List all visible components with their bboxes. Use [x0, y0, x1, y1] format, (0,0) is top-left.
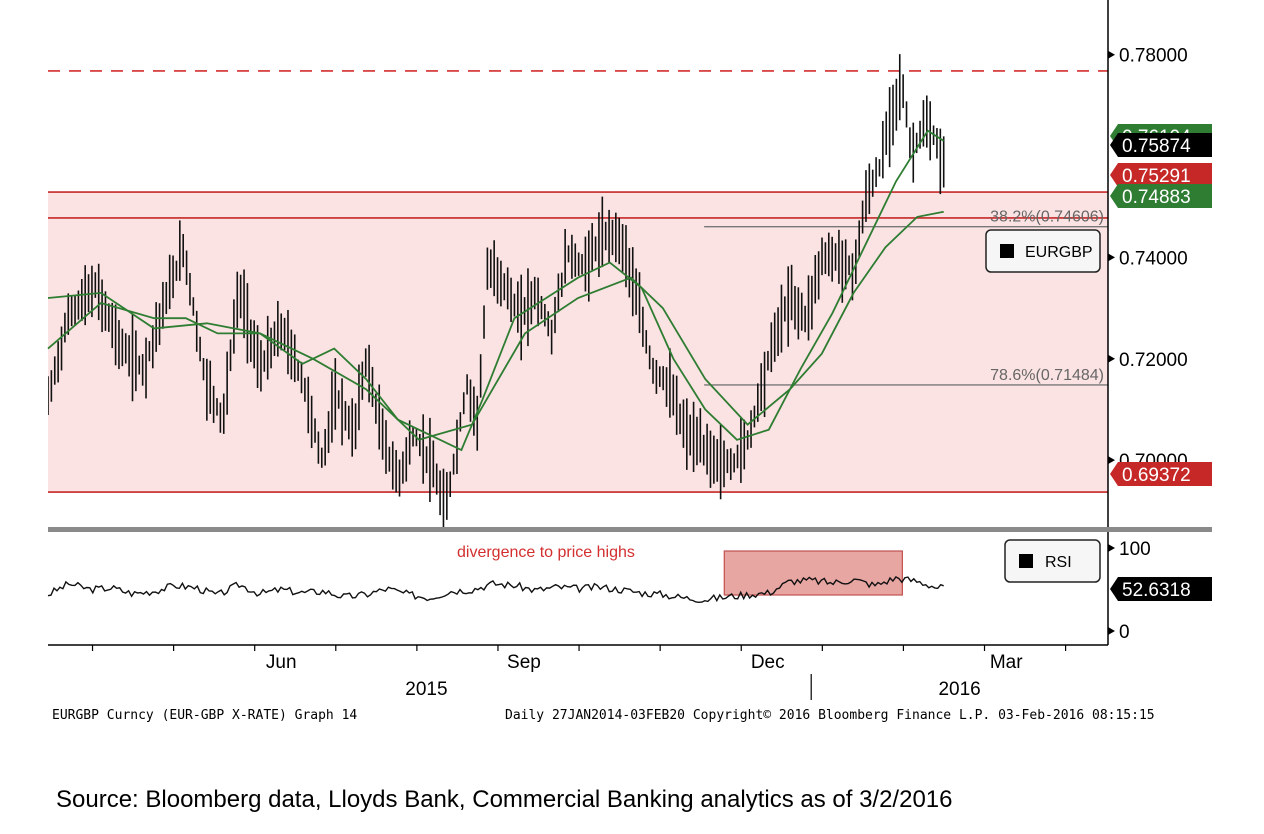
tag-shape [1110, 577, 1212, 601]
divergence-label: divergence to price highs [457, 544, 635, 561]
fib-label: 78.6%(0.71484) [990, 367, 1104, 384]
rsi-last-tag: 52.6318 [1110, 577, 1212, 601]
last-value-tag: 0.75291 [1110, 163, 1212, 187]
x-year-label: 2015 [405, 679, 447, 700]
tag-label: 52.6318 [1122, 580, 1191, 601]
tag-shape [1110, 184, 1212, 208]
price-tick [1108, 253, 1115, 262]
last-value-tag: 0.69372 [1110, 462, 1212, 486]
source-note: Source: Bloomberg data, Lloyds Bank, Com… [56, 786, 953, 813]
sma-fast-line [47, 129, 945, 452]
tag-label: 0.74883 [1122, 187, 1191, 208]
tag-label: 0.75291 [1122, 166, 1191, 187]
rsi-tick [1108, 627, 1115, 635]
last-value-tag: 0.74883 [1110, 184, 1212, 208]
panel-separator [48, 527, 1212, 532]
range-band [48, 192, 1108, 493]
legend-swatch [1019, 554, 1033, 568]
price-tick [1108, 50, 1115, 59]
tag-label: 0.69372 [1122, 465, 1191, 486]
sma-slow-line [47, 210, 944, 441]
price-tick-label: 0.78000 [1119, 46, 1188, 67]
price-panel: 38.2%(0.74606) 78.6%(0.71484) 0.78000 0.740… [47, 0, 1212, 527]
legend-label: EURGBP [1025, 244, 1093, 261]
eurgbp-chart: 38.2%(0.74606) 78.6%(0.71484) 0.78000 0.740… [47, 0, 1212, 700]
tag-shape [1110, 462, 1212, 486]
tag-label: 0.75874 [1122, 136, 1191, 157]
rsi-tick-label: 100 [1119, 539, 1151, 560]
tag-shape [1110, 133, 1212, 157]
price-tick [1108, 354, 1115, 363]
price-bars [48, 54, 945, 527]
x-month-label: Jun [266, 652, 297, 673]
x-month-label: Mar [990, 652, 1023, 673]
legend-label: RSI [1045, 554, 1072, 571]
legend-rsi: RSI [1004, 539, 1101, 583]
legend-eurgbp: EURGBP [985, 229, 1101, 273]
price-tick [1108, 456, 1115, 465]
footer-left: EURGBP Curncy (EUR-GBP X-RATE) Graph 14 [52, 708, 358, 723]
x-axis: Jun Sep Dec Mar 2015 2016 [48, 644, 1108, 700]
footer-right: Daily 27JAN2014-03FEB20 Copyright© 2016 … [505, 708, 1155, 723]
rsi-panel: divergence to price highs 100 0 52.6318 RSI [47, 527, 1212, 645]
rsi-tick [1108, 544, 1115, 552]
fib-label: 38.2%(0.74606) [990, 209, 1104, 226]
legend-box [1004, 539, 1101, 583]
rsi-tick-label: 0 [1119, 622, 1130, 643]
legend-swatch [1000, 244, 1014, 258]
price-tick-label: 0.72000 [1119, 350, 1188, 371]
legend-box [985, 229, 1101, 273]
x-month-label: Sep [507, 652, 541, 673]
x-month-label: Dec [751, 652, 785, 673]
rsi-line [47, 575, 944, 604]
last-value-tag: 0.75874 [1110, 133, 1212, 157]
divergence-box [723, 550, 903, 596]
price-tick-label: 0.74000 [1119, 248, 1188, 269]
x-year-label: 2016 [938, 679, 980, 700]
tag-shape [1110, 163, 1212, 187]
